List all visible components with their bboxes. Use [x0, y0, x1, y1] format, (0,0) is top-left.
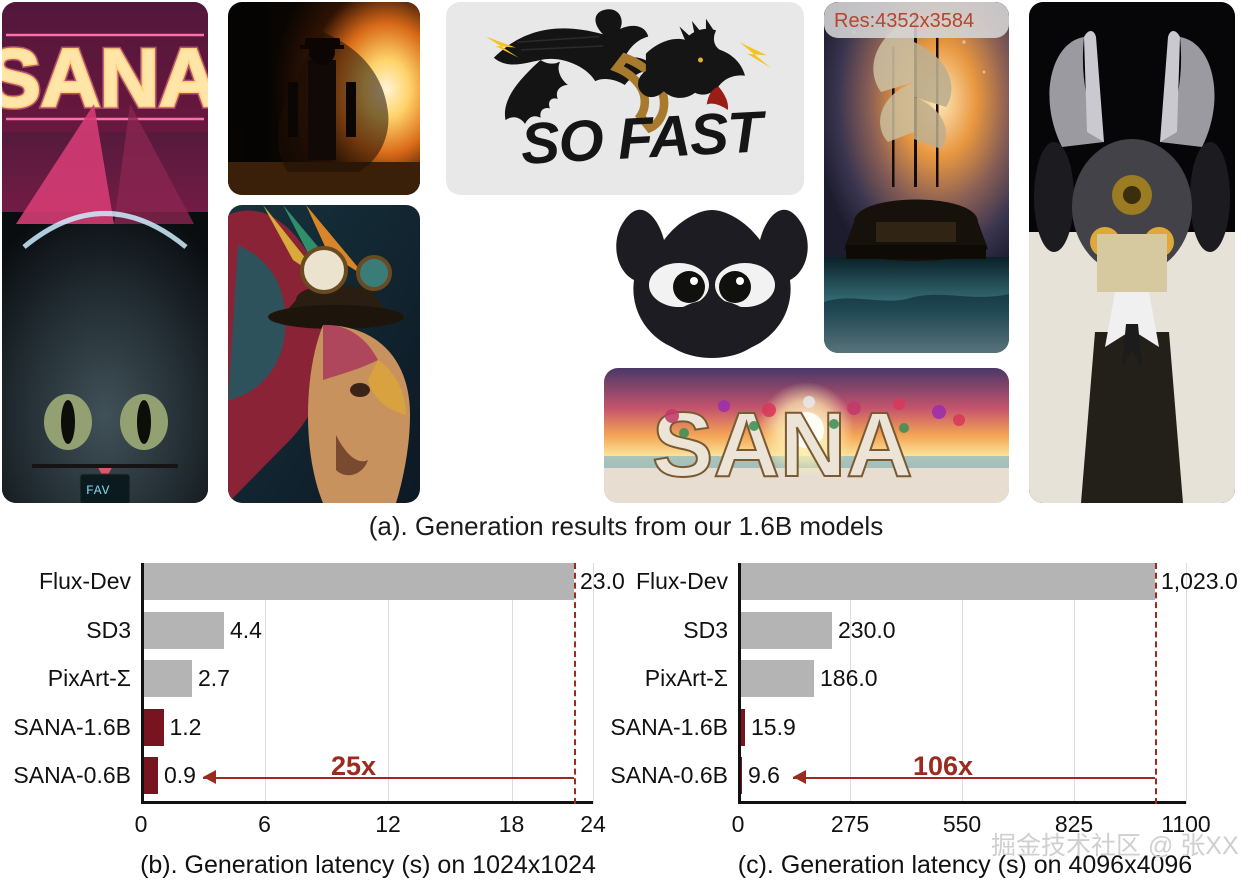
svg-text:SANA: SANA — [2, 33, 208, 124]
svg-text:FAV: FAV — [86, 483, 110, 498]
svg-text:SANA: SANA — [652, 394, 913, 496]
svg-text:SO FAST: SO FAST — [519, 99, 769, 177]
svg-text:Res:4352x3584: Res:4352x3584 — [834, 10, 974, 32]
